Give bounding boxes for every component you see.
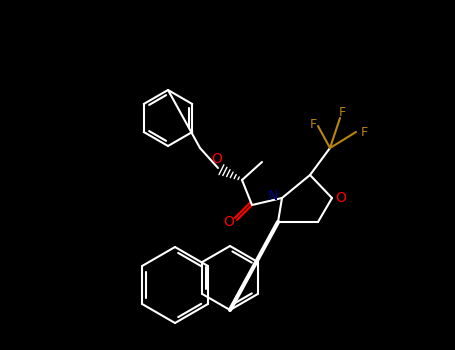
Text: O: O (336, 191, 346, 205)
Text: F: F (339, 105, 345, 119)
Text: F: F (309, 118, 317, 131)
Text: N: N (268, 189, 278, 203)
Text: O: O (223, 215, 234, 229)
Text: O: O (212, 152, 222, 166)
Text: F: F (360, 126, 368, 139)
